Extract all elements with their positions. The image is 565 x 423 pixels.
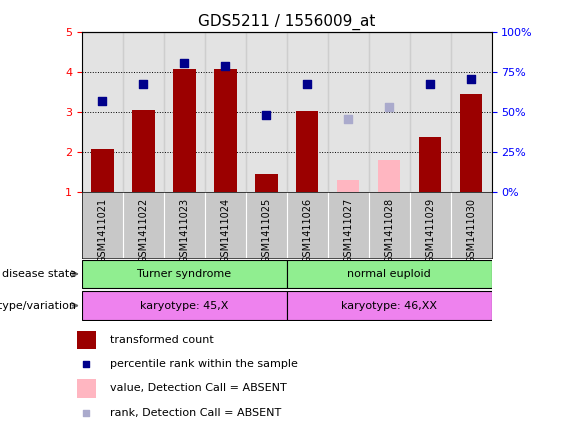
Bar [82,32,123,192]
Bar [287,260,492,288]
Bar [77,379,95,398]
Text: GSM1411023: GSM1411023 [179,198,189,263]
Point [467,76,476,82]
Point [98,97,107,104]
Point [385,104,394,111]
Text: genotype/variation: genotype/variation [0,301,76,310]
Point [344,116,353,123]
Text: transformed count: transformed count [110,335,214,345]
Bar [132,110,155,192]
Text: GSM1411021: GSM1411021 [97,198,107,263]
Text: GSM1411026: GSM1411026 [302,198,312,263]
Bar [460,94,483,192]
Bar [369,32,410,192]
Text: value, Detection Call = ABSENT: value, Detection Call = ABSENT [110,384,286,393]
Point [262,112,271,118]
Text: GSM1411030: GSM1411030 [466,198,476,263]
Text: karyotype: 46,XX: karyotype: 46,XX [341,301,437,310]
Text: GSM1411027: GSM1411027 [343,198,353,263]
Bar [451,32,492,192]
Bar [164,32,205,192]
Bar [205,32,246,192]
Bar [246,32,287,192]
Bar [410,32,451,192]
Text: disease state: disease state [2,269,76,279]
Bar [287,32,328,192]
Text: GSM1411025: GSM1411025 [261,198,271,263]
Point [139,80,148,87]
Bar [82,260,287,288]
Bar [173,69,195,192]
Bar [328,32,369,192]
Text: GSM1411022: GSM1411022 [138,198,149,263]
Bar [419,137,441,192]
Bar [378,159,401,192]
Bar [77,331,95,349]
Bar [214,69,237,192]
Point [425,80,434,87]
Point [303,80,312,87]
Bar [287,291,492,320]
Bar [255,174,277,192]
Point [82,409,91,416]
Text: karyotype: 45,X: karyotype: 45,X [140,301,228,310]
Bar [123,32,164,192]
Title: GDS5211 / 1556009_at: GDS5211 / 1556009_at [198,14,375,30]
Bar [296,111,319,192]
Text: normal euploid: normal euploid [347,269,431,279]
Text: GSM1411028: GSM1411028 [384,198,394,263]
Text: percentile rank within the sample: percentile rank within the sample [110,359,298,369]
Text: GSM1411024: GSM1411024 [220,198,231,263]
Bar [337,180,359,192]
Point [82,361,91,368]
Text: Turner syndrome: Turner syndrome [137,269,232,279]
Text: rank, Detection Call = ABSENT: rank, Detection Call = ABSENT [110,408,281,418]
Text: GSM1411029: GSM1411029 [425,198,435,263]
Point [180,60,189,66]
Point [221,63,230,69]
Bar [82,291,287,320]
Bar [91,149,114,192]
